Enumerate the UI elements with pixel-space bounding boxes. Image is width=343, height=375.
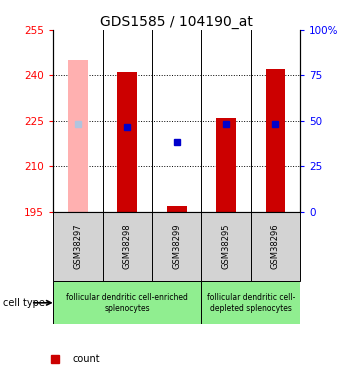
Bar <box>265 69 285 212</box>
Bar <box>53 281 201 324</box>
Bar <box>251 212 300 281</box>
Bar <box>53 212 103 281</box>
Bar <box>68 60 88 212</box>
Text: cell type: cell type <box>3 298 45 308</box>
Text: GSM38297: GSM38297 <box>73 224 82 269</box>
Title: GDS1585 / 104190_at: GDS1585 / 104190_at <box>100 15 253 29</box>
Text: GSM38296: GSM38296 <box>271 224 280 269</box>
Text: GSM38295: GSM38295 <box>222 224 230 269</box>
Bar <box>117 72 137 212</box>
Bar <box>167 206 187 212</box>
Text: follicular dendritic cell-
depleted splenocytes: follicular dendritic cell- depleted sple… <box>206 293 295 312</box>
Bar <box>152 212 201 281</box>
Text: GSM38298: GSM38298 <box>123 224 132 269</box>
Bar <box>201 281 300 324</box>
Bar <box>103 212 152 281</box>
Text: GSM38299: GSM38299 <box>172 224 181 269</box>
Bar <box>201 212 251 281</box>
Text: count: count <box>73 354 100 363</box>
Text: follicular dendritic cell-enriched
splenocytes: follicular dendritic cell-enriched splen… <box>66 293 188 312</box>
Bar <box>216 118 236 212</box>
